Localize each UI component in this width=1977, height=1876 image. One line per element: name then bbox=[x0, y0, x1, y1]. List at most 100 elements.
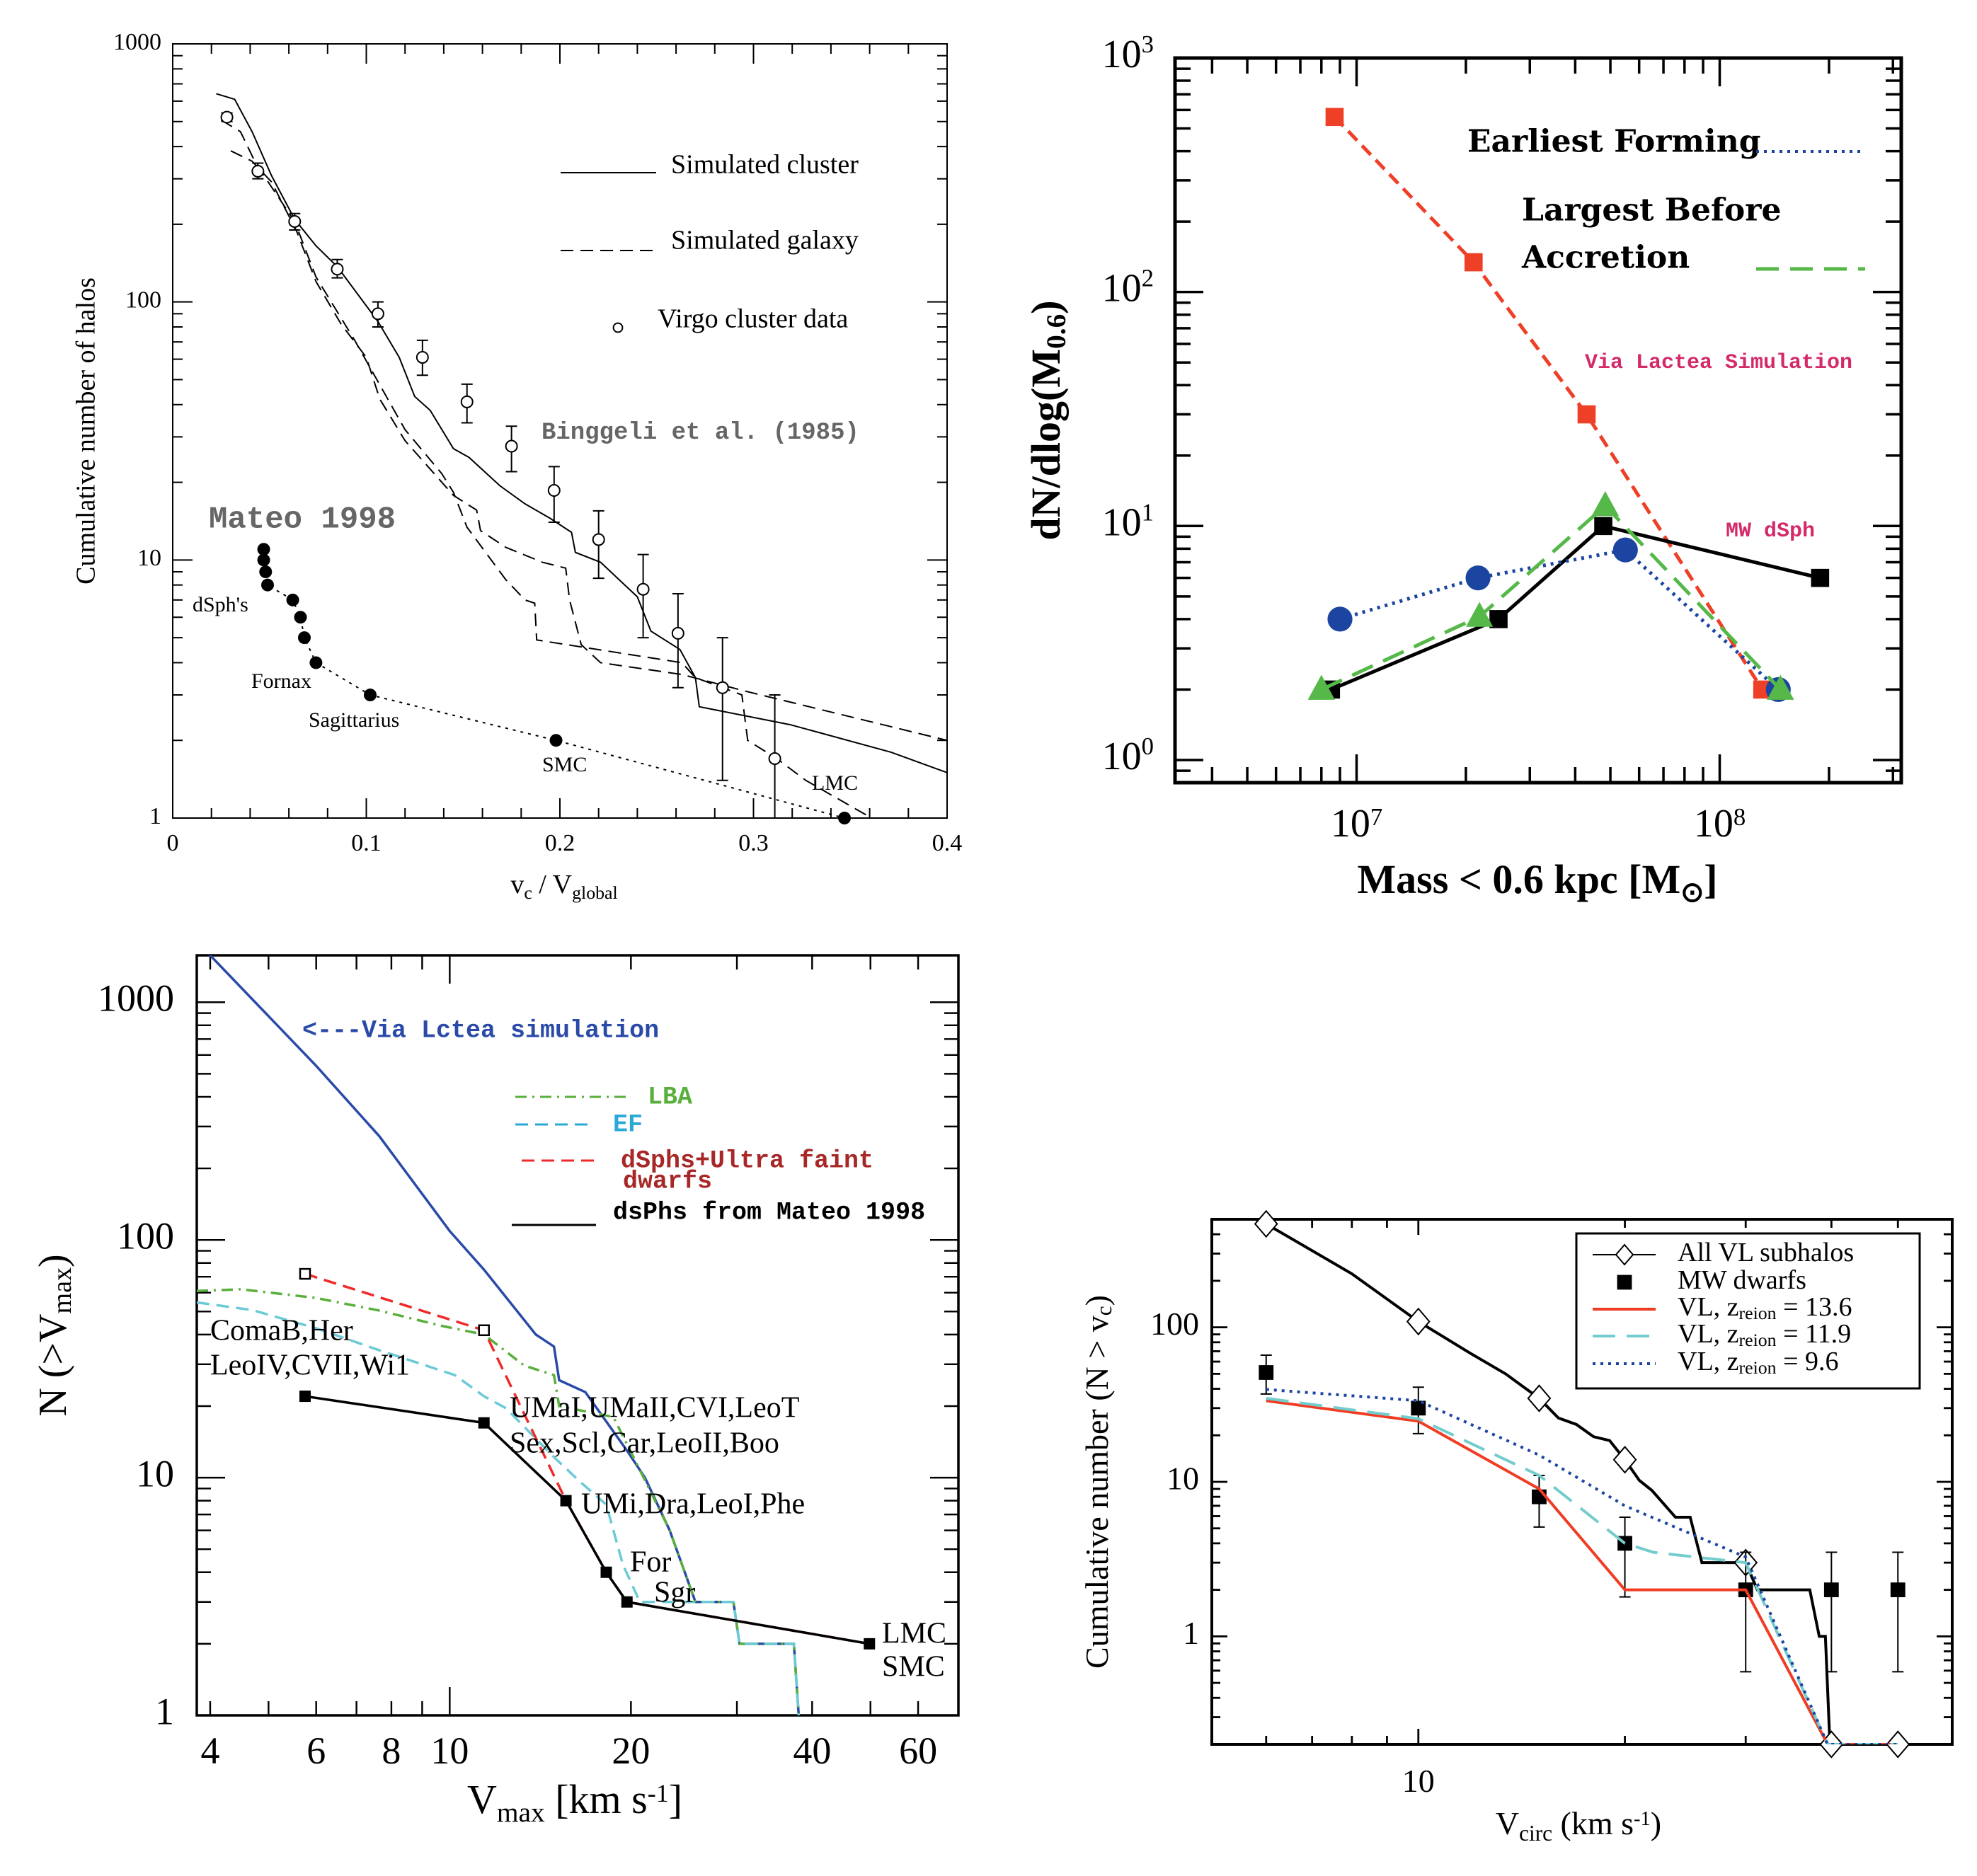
legend-marker bbox=[1617, 1274, 1632, 1290]
y-tick-label: 10 bbox=[1167, 1461, 1199, 1497]
data-point bbox=[286, 593, 299, 606]
annotation-mw-dsph: MW dSph bbox=[1726, 519, 1815, 543]
galaxy-label: dSph's bbox=[193, 593, 248, 616]
y-tick-label: 100 bbox=[125, 287, 161, 313]
series-line bbox=[216, 93, 947, 773]
data-point bbox=[371, 307, 384, 321]
legend-label: VL, zreion = 9.6 bbox=[1678, 1347, 1839, 1378]
annotation-via-lactea: <---Via Lctea simulation bbox=[302, 1016, 659, 1045]
y-tick-label: 103 bbox=[1102, 30, 1154, 76]
dwarf-galaxy-label: Sex,Scl,Car,LeoII,Boo bbox=[510, 1427, 779, 1460]
label-part: 10 bbox=[1102, 735, 1142, 778]
data-point bbox=[768, 752, 781, 765]
data-point bbox=[259, 565, 273, 579]
x-tick-label: 60 bbox=[899, 1730, 937, 1772]
data-point bbox=[297, 631, 311, 645]
label-part: circ bbox=[1519, 1821, 1552, 1846]
data-point bbox=[1465, 565, 1491, 591]
data-point bbox=[478, 1324, 490, 1337]
label-part: max bbox=[497, 1797, 545, 1828]
series-largest-before-accretion bbox=[1307, 490, 1794, 700]
label-part: c bbox=[1091, 1306, 1116, 1316]
data-point bbox=[716, 681, 729, 694]
x-tick-label: 10 bbox=[1402, 1763, 1435, 1799]
label-part: reion bbox=[1739, 1357, 1777, 1378]
dwarf-galaxy-label: UMaI,UMaII,CVI,LeoT bbox=[510, 1392, 799, 1425]
series-mw-dsph bbox=[1322, 517, 1830, 699]
y-tick-label: 1000 bbox=[98, 977, 174, 1020]
x-tick-label: 20 bbox=[612, 1730, 650, 1772]
data-point bbox=[460, 395, 474, 408]
legend-label: MW dwarfs bbox=[1678, 1265, 1806, 1295]
legend-label: Simulated galaxy bbox=[671, 226, 859, 255]
series-via-lactea-simulation bbox=[208, 955, 801, 1715]
series-line bbox=[1252, 1219, 1898, 1744]
legend-label: dwarfs bbox=[623, 1167, 712, 1195]
label-part: MW dwarfs bbox=[1678, 1265, 1806, 1295]
data-point bbox=[1890, 1582, 1906, 1598]
label-part: 10 bbox=[1102, 266, 1142, 310]
x-tick-label: 0.4 bbox=[932, 830, 963, 856]
y-tick-label: 102 bbox=[1102, 265, 1154, 311]
x-axis-label: vc / Vglobal bbox=[510, 870, 617, 903]
data-point bbox=[261, 578, 275, 592]
data-point bbox=[416, 350, 429, 364]
y-axis-label: dN/dlog(M0.6) bbox=[1023, 300, 1071, 540]
y-tick-label: 1 bbox=[1183, 1615, 1199, 1651]
label-part: 2 bbox=[1142, 265, 1154, 292]
data-point bbox=[1259, 1365, 1274, 1380]
series-vl-zreion-13-6 bbox=[1266, 1399, 1898, 1744]
x-tick-label: 0.1 bbox=[351, 830, 382, 856]
data-point bbox=[299, 1391, 311, 1403]
data-point bbox=[505, 439, 518, 453]
data-point bbox=[1464, 253, 1483, 272]
y-axis-label: Cumulative number (N > vc) bbox=[1079, 1295, 1117, 1669]
x-tick-label: 108 bbox=[1694, 802, 1746, 846]
galaxy-label: Sagittarius bbox=[309, 708, 399, 732]
label-part: ) bbox=[1651, 1805, 1661, 1841]
data-point bbox=[478, 1417, 490, 1429]
data-point bbox=[1612, 537, 1638, 563]
y-tick-label: 10 bbox=[136, 1452, 174, 1495]
label-part: 10 bbox=[1102, 33, 1142, 76]
legend-label: Virgo cluster data bbox=[658, 304, 848, 334]
data-point bbox=[560, 1495, 572, 1507]
label-part: dN/dlog(M bbox=[1023, 349, 1069, 541]
label-part: 1 bbox=[1142, 499, 1154, 526]
panel-halo-count-vs-velocity-ratio: 0 0.1 0.2 0.3 0.4 1 10 100 1000 vc / Vglobal Cumul… bbox=[71, 29, 963, 903]
series-lba bbox=[197, 1288, 801, 1715]
x-tick-label: 8 bbox=[382, 1730, 401, 1772]
label-part: VL, z bbox=[1678, 1292, 1739, 1322]
data-point bbox=[220, 110, 234, 124]
data-point bbox=[1591, 490, 1620, 517]
y-axis-label: Cumulative number of halos bbox=[71, 277, 101, 585]
series-line bbox=[1333, 115, 1764, 691]
y-tick-label: 100 bbox=[1102, 732, 1154, 778]
legend-label: Accretion bbox=[1521, 240, 1690, 276]
x-axis-label: Vmax [km s-1] bbox=[467, 1776, 682, 1828]
legend-marker bbox=[1615, 1243, 1634, 1266]
data-point bbox=[299, 1267, 311, 1280]
legend-marker bbox=[612, 322, 624, 333]
series-line bbox=[263, 549, 845, 818]
label-part: 7 bbox=[1370, 803, 1382, 831]
y-tick-label: 10 bbox=[137, 545, 161, 571]
label-part: 0 bbox=[1142, 732, 1154, 760]
label-part: v bbox=[510, 870, 524, 899]
y-tick-label: 1 bbox=[155, 1690, 174, 1732]
data-point bbox=[1406, 1307, 1431, 1336]
label-part: 0.6 bbox=[1041, 314, 1072, 349]
series-line bbox=[220, 119, 872, 818]
annotation-via-lactea: Via Lactea Simulation bbox=[1585, 351, 1852, 375]
data-point bbox=[288, 214, 302, 228]
data-point bbox=[1527, 1384, 1552, 1412]
label-part: -1 bbox=[648, 1779, 669, 1807]
series-earliest-forming bbox=[1327, 537, 1791, 703]
axis-ticks bbox=[1175, 57, 1901, 784]
label-part: c bbox=[524, 882, 532, 903]
data-point bbox=[1489, 610, 1508, 628]
data-point bbox=[547, 484, 561, 497]
data-point bbox=[864, 1638, 876, 1650]
dwarf-galaxy-label: LMC bbox=[882, 1618, 946, 1650]
